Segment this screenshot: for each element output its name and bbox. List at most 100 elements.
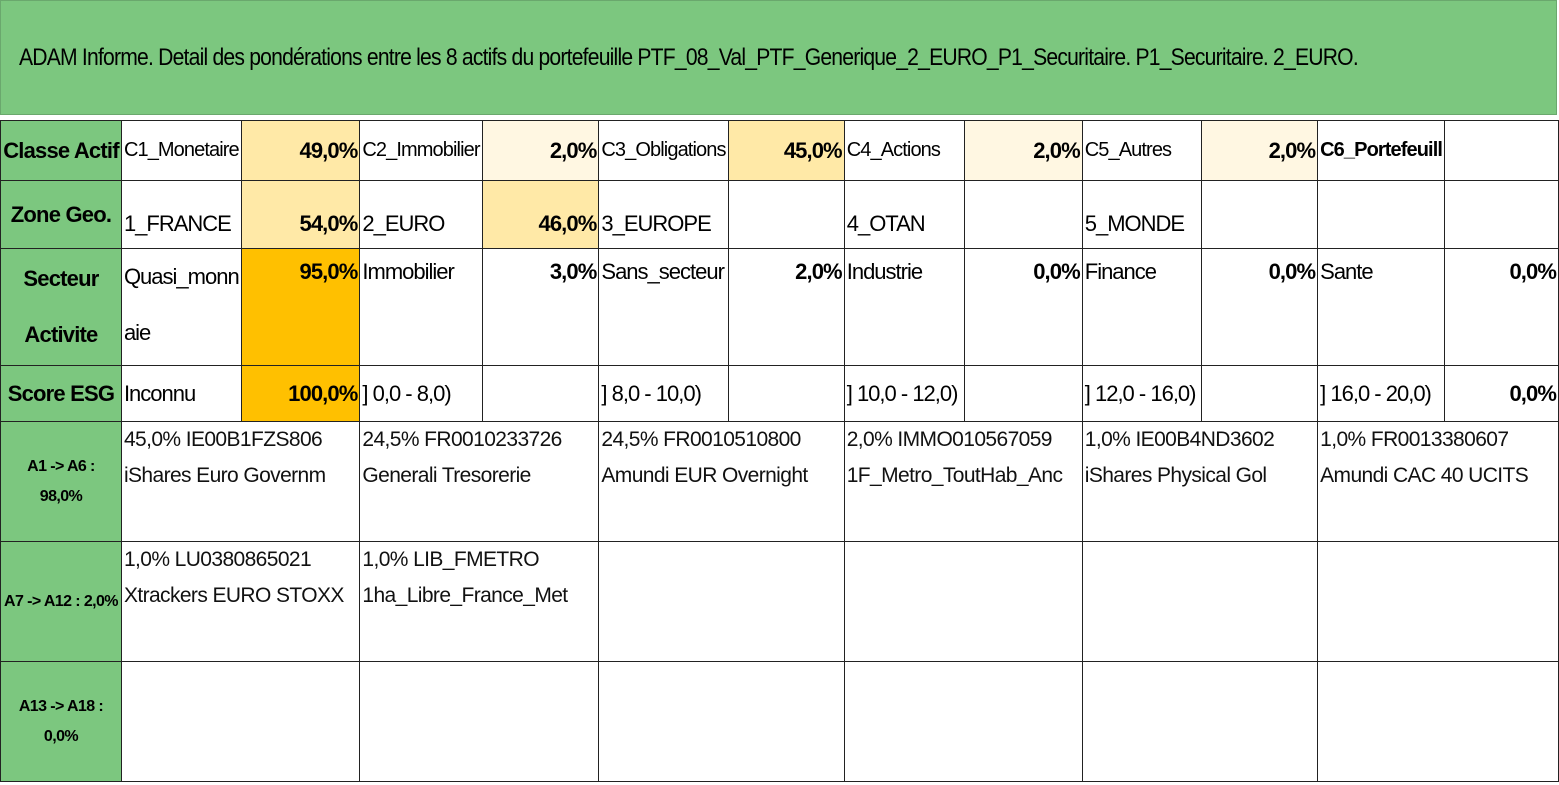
esg-value-1: 100,0% bbox=[240, 365, 361, 422]
asset-cell: 45,0% IE00B1FZS806 iShares Euro Governm bbox=[120, 421, 361, 542]
esg-value-6: 0,0% bbox=[1444, 365, 1559, 422]
classe-value-c6 bbox=[1444, 120, 1559, 181]
secteur-value-5: 0,0% bbox=[1201, 248, 1319, 366]
asset-cell bbox=[843, 661, 1083, 782]
secteur-label-1: Quasi_monn aie bbox=[120, 248, 242, 366]
asset-cell bbox=[1081, 541, 1319, 662]
zone-value-4 bbox=[963, 180, 1083, 249]
classe-label-c5: C5_Autres bbox=[1081, 120, 1203, 181]
asset-cell bbox=[843, 541, 1083, 662]
asset-group-3-header-line1: A13 -> A18 : bbox=[18, 697, 104, 715]
zone-label-4: 4_OTAN bbox=[843, 180, 965, 249]
secteur-label-2: Immobilier bbox=[359, 248, 483, 366]
asset-group-1-header-line2: 98,0% bbox=[39, 487, 83, 505]
asset-cell bbox=[359, 661, 600, 782]
asset-cell bbox=[1081, 661, 1319, 782]
asset-cell: 1,0% FR0013380607 Amundi CAC 40 UCITS bbox=[1317, 421, 1559, 542]
row-asset-group-1: A1 -> A6 : 98,0% 45,0% IE00B1FZS806 iSha… bbox=[0, 421, 1559, 542]
row-score-esg: Score ESG Inconnu 100,0% ] 0,0 - 8,0) ] … bbox=[0, 365, 1559, 422]
asset-name: Amundi EUR Overnight bbox=[601, 464, 808, 487]
asset-cell bbox=[1317, 661, 1559, 782]
zone-value-5 bbox=[1201, 180, 1319, 249]
zone-value-3 bbox=[727, 180, 845, 249]
asset-weight-id: 1,0% IE00B4ND3602 bbox=[1084, 428, 1275, 451]
asset-cell: 24,5% FR0010233726 Generali Tresorerie bbox=[359, 421, 600, 542]
zone-label-2: 2_EURO bbox=[359, 180, 483, 249]
asset-name: Amundi CAC 40 UCITS bbox=[1320, 464, 1529, 487]
row-asset-group-3: A13 -> A18 : 0,0% bbox=[0, 661, 1559, 782]
esg-label-2: ] 0,0 - 8,0) bbox=[359, 365, 483, 422]
asset-weight-id: 1,0% LU0380865021 bbox=[123, 548, 312, 571]
classe-label-c2: C2_Immobilier bbox=[359, 120, 483, 181]
esg-value-2 bbox=[481, 365, 600, 422]
page-title: ADAM Informe. Detail des pondérations en… bbox=[19, 43, 1359, 71]
asset-weight-id: 45,0% IE00B1FZS806 bbox=[123, 428, 323, 451]
asset-name: Xtrackers EURO STOXX bbox=[123, 584, 344, 607]
row-header-classe-actif: Classe Actif bbox=[0, 120, 122, 181]
secteur-label-3: Sans_secteur bbox=[598, 248, 729, 366]
secteur-label-4: Industrie bbox=[843, 248, 965, 366]
esg-label-5: ] 12,0 - 16,0) bbox=[1081, 365, 1203, 422]
secteur-label-6: Sante bbox=[1317, 248, 1446, 366]
asset-cell bbox=[598, 661, 845, 782]
esg-value-5 bbox=[1201, 365, 1319, 422]
weights-table: Classe Actif C1_Monetaire 49,0% C2_Immob… bbox=[0, 120, 1559, 782]
secteur-header-line2: Activite bbox=[24, 322, 98, 347]
esg-label-1: Inconnu bbox=[120, 365, 242, 422]
asset-group-1-header-line1: A1 -> A6 : bbox=[27, 457, 95, 475]
row-header-secteur-activite: Secteur Activite bbox=[0, 248, 122, 366]
asset-group-3-header: A13 -> A18 : 0,0% bbox=[0, 661, 122, 782]
asset-name: Generali Tresorerie bbox=[362, 464, 531, 487]
classe-value-c4: 2,0% bbox=[963, 120, 1083, 181]
secteur-header-line1: Secteur bbox=[23, 266, 99, 291]
zone-label-6 bbox=[1317, 180, 1446, 249]
asset-group-2-header-line1: A7 -> A12 : 2,0% bbox=[4, 592, 118, 610]
classe-label-c3: C3_Obligations bbox=[598, 120, 729, 181]
secteur-label-1-line1: Quasi_monn bbox=[123, 264, 240, 289]
asset-weight-id: 24,5% FR0010510800 bbox=[601, 428, 801, 451]
zone-label-1: 1_FRANCE bbox=[120, 180, 242, 249]
asset-weight-id: 2,0% IMMO010567059 bbox=[846, 428, 1053, 451]
title-bar: ADAM Informe. Detail des pondérations en… bbox=[0, 0, 1557, 115]
esg-label-3: ] 8,0 - 10,0) bbox=[598, 365, 729, 422]
classe-value-c5: 2,0% bbox=[1201, 120, 1319, 181]
secteur-value-4: 0,0% bbox=[963, 248, 1083, 366]
asset-name: 1F_Metro_ToutHab_Anc bbox=[846, 464, 1063, 487]
asset-cell bbox=[1317, 541, 1559, 662]
asset-weight-id: 1,0% LIB_FMETRO bbox=[362, 548, 539, 571]
asset-cell: 1,0% LU0380865021 Xtrackers EURO STOXX bbox=[120, 541, 361, 662]
classe-value-c3: 45,0% bbox=[727, 120, 845, 181]
row-header-zone-geo: Zone Geo. bbox=[0, 180, 122, 249]
secteur-value-2: 3,0% bbox=[481, 248, 600, 366]
asset-cell: 2,0% IMMO010567059 1F_Metro_ToutHab_Anc bbox=[843, 421, 1083, 542]
asset-cell: 24,5% FR0010510800 Amundi EUR Overnight bbox=[598, 421, 845, 542]
asset-name: iShares Physical Gol bbox=[1084, 464, 1267, 487]
classe-value-c2: 2,0% bbox=[481, 120, 600, 181]
classe-label-c4: C4_Actions bbox=[843, 120, 965, 181]
classe-label-c6: C6_Portefeuill bbox=[1317, 120, 1446, 181]
asset-group-2-header: A7 -> A12 : 2,0% bbox=[0, 541, 122, 662]
asset-cell: 1,0% IE00B4ND3602 iShares Physical Gol bbox=[1081, 421, 1319, 542]
asset-weight-id: 1,0% FR0013380607 bbox=[1320, 428, 1509, 451]
esg-label-4: ] 10,0 - 12,0) bbox=[843, 365, 965, 422]
secteur-value-1: 95,0% bbox=[240, 248, 361, 366]
asset-cell bbox=[598, 541, 845, 662]
zone-label-5: 5_MONDE bbox=[1081, 180, 1203, 249]
row-header-score-esg: Score ESG bbox=[0, 365, 122, 422]
esg-label-6: ] 16,0 - 20,0) bbox=[1317, 365, 1446, 422]
asset-weight-id: 24,5% FR0010233726 bbox=[362, 428, 562, 451]
classe-value-c1: 49,0% bbox=[240, 120, 361, 181]
zone-value-6 bbox=[1444, 180, 1559, 249]
asset-cell: 1,0% LIB_FMETRO 1ha_Libre_France_Met bbox=[359, 541, 600, 662]
classe-label-c1: C1_Monetaire bbox=[120, 120, 242, 181]
asset-name: 1ha_Libre_France_Met bbox=[362, 584, 568, 607]
row-classe-actif: Classe Actif C1_Monetaire 49,0% C2_Immob… bbox=[0, 120, 1559, 181]
secteur-label-5: Finance bbox=[1081, 248, 1203, 366]
asset-group-3-header-line2: 0,0% bbox=[43, 727, 79, 745]
secteur-value-3: 2,0% bbox=[727, 248, 845, 366]
esg-value-3 bbox=[727, 365, 845, 422]
zone-value-2: 46,0% bbox=[481, 180, 600, 249]
asset-name: iShares Euro Governm bbox=[123, 464, 326, 487]
esg-value-4 bbox=[963, 365, 1083, 422]
